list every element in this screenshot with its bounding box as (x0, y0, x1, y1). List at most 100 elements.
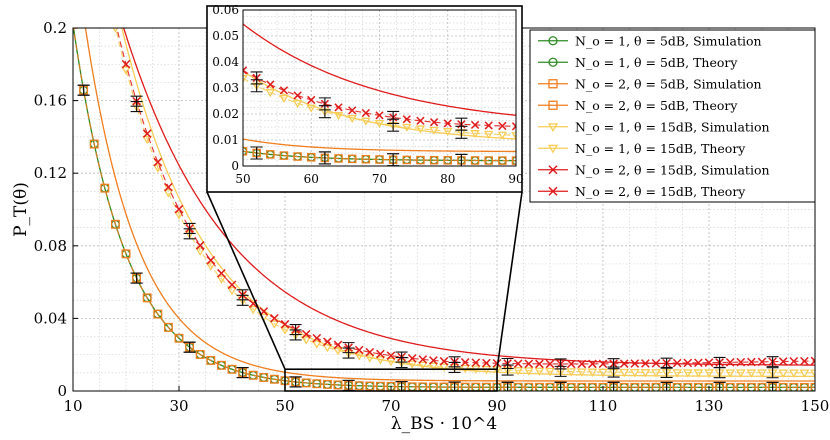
legend-entry: N_o = 2, θ = 5dB, Theory (538, 98, 738, 113)
main-series-n-o-2-5db-simulation-marker (269, 374, 279, 384)
main-error-bar (342, 342, 355, 354)
inset-series-n-o-2-15db-simulation-marker (375, 111, 384, 120)
main-series-n-o-2-15db-simulation-marker (641, 359, 650, 368)
legend-entry: N_o = 2, θ = 15dB, Simulation (538, 162, 770, 177)
main-error-bar (607, 358, 620, 370)
main-series-n-o-1-15db-simulation-marker (682, 369, 693, 378)
main-series-n-o-2-5db-simulation-marker (216, 360, 226, 370)
main-series-n-o-1-15db-simulation-marker (523, 367, 534, 376)
inset-y-tick-label: 0.06 (212, 3, 239, 17)
main-error-bar (395, 381, 408, 391)
main-series-n-o-2-5db-simulation-marker (73, 28, 78, 29)
main-series-n-o-1-15db-simulation-marker (746, 369, 757, 378)
main-series-n-o-2-5db-simulation-marker (365, 381, 375, 391)
main-series-n-o-1-15db-simulation-marker (407, 360, 418, 369)
legend-entry: N_o = 2, θ = 5dB, Simulation (538, 76, 762, 91)
main-series-n-o-2-5db-simulation-marker (333, 380, 343, 390)
inset-series-n-o-2-15db-simulation-marker (484, 121, 493, 130)
inset-series-n-o-2-5db-simulation-marker (498, 156, 507, 165)
y-tick-label: 0.08 (34, 237, 67, 255)
inset-series-n-o-2-15db-simulation-marker (293, 91, 302, 100)
main-series-n-o-1-15db-simulation-marker (651, 369, 661, 378)
main-series-n-o-1-15db-simulation-marker (587, 368, 598, 377)
main-series-n-o-2-5db-simulation-marker (587, 382, 597, 391)
inset-series-n-o-1-15db-simulation-marker (374, 119, 385, 129)
y-axis-label: P_T(θ) (11, 182, 31, 237)
inset-series-n-o-2-5db-simulation-marker (443, 156, 452, 165)
main-series-n-o-2-5db-simulation-marker (322, 379, 332, 389)
main-series-n-o-2-15db-simulation-marker (694, 358, 703, 368)
main-axes: 10 30 50 70 90 110 130 150 0 0.04 0.08 0.12 0.16 0.2 (34, 19, 830, 415)
main-error-bar (713, 356, 726, 369)
legend-label: N_o = 1, θ = 5dB, Theory (575, 55, 738, 70)
main-series-n-o-1-15db-simulation-marker (386, 357, 396, 367)
main-series-n-o-2-5db-simulation-marker (312, 379, 322, 389)
main-series-n-o-1-15db-simulation-marker (439, 363, 449, 372)
main-error-bar (77, 84, 90, 96)
inset-series-n-o-2-5db-simulation-marker (416, 155, 425, 165)
main-series-n-o-2-15db-simulation-marker (217, 268, 226, 278)
main-series-n-o-2-5db-simulation-marker (789, 382, 799, 391)
inset-series-n-o-1-15db-simulation-marker (402, 123, 412, 132)
main-error-bar (448, 356, 461, 368)
main-series-n-o-2-15db-simulation-marker (460, 357, 470, 367)
main-series-n-o-1-15db-simulation-marker (375, 356, 386, 365)
inset-series-n-o-1-15db-simulation-marker (443, 128, 453, 137)
inset-error-bar (318, 97, 331, 111)
main-series-n-o-1-15db-simulation-marker (693, 369, 704, 378)
main-series-n-o-2-5db-simulation-marker (704, 382, 714, 391)
inset-y-tick-label: 0.04 (212, 55, 239, 69)
main-series-n-o-1-15db-simulation-marker (121, 66, 131, 75)
main-error-bar (660, 357, 673, 369)
main-series-n-o-2-5db-simulation-marker (746, 382, 756, 391)
main-series-n-o-1-15db-simulation-marker (322, 343, 333, 353)
legend-marker (547, 123, 559, 133)
main-series-n-o-2-5db-simulation-marker (598, 382, 608, 391)
inset-series-n-o-2-5db-simulation-marker (306, 153, 316, 162)
main-series-n-o-2-15db-simulation-marker (386, 351, 396, 360)
main-series-n-o-1-15db-simulation-marker (428, 362, 439, 371)
inset-series-n-o-2-15db-simulation-marker (348, 106, 357, 115)
inset-series-n-o-2-5db-simulation-marker (470, 156, 480, 165)
main-series-n-o-2-15db-simulation-marker (736, 357, 746, 367)
main-series-n-o-2-15db-simulation-marker (323, 337, 332, 347)
main-error-bar (766, 367, 779, 379)
legend-label: N_o = 2, θ = 5dB, Theory (575, 98, 738, 113)
inset-series-n-o-2-15db-simulation-marker (402, 115, 411, 124)
inset-series-n-o-2-5db-simulation-marker (266, 150, 275, 159)
main-series-n-o-2-15db-simulation-marker (206, 255, 216, 265)
x-tick-label: 50 (275, 397, 294, 415)
legend-entry: N_o = 2, θ = 15dB, Theory (538, 184, 746, 199)
main-series-n-o-1-15db-simulation-marker (174, 211, 184, 220)
main-series-n-o-2-5db-simulation-marker (725, 382, 735, 391)
legend-entry: N_o = 1, θ = 5dB, Simulation (538, 33, 762, 48)
inset-x-tick-label: 50 (235, 172, 250, 186)
main-series-n-o-1-15db-simulation-marker (810, 369, 815, 378)
main-series-n-o-2-15db-simulation-marker (174, 204, 184, 214)
inset-series-n-o-2-15db-simulation-marker (443, 119, 452, 128)
inset-x-tick-label: 60 (304, 172, 319, 186)
y-tick-label: 0 (57, 382, 67, 400)
inset-series-n-o-1-15db-simulation-marker (497, 131, 508, 140)
main-series-n-o-1-15db-simulation-marker (672, 369, 683, 378)
main-series-n-o-2-15db-simulation-marker (535, 359, 544, 369)
x-tick-label: 150 (801, 397, 830, 415)
inset-error-bar (387, 110, 400, 124)
x-axis-label: λ_BS · 10^4 (391, 414, 497, 434)
main-series-n-o-1-15db-simulation-marker (248, 305, 259, 315)
x-tick-label: 10 (63, 397, 82, 415)
main-error-bar (766, 356, 779, 368)
main-series-n-o-2-5db-simulation-marker (89, 139, 99, 149)
main-series-n-o-1-15db-simulation-marker (163, 189, 174, 198)
x-tick-label: 30 (169, 397, 188, 415)
legend-label: N_o = 2, θ = 15dB, Theory (575, 184, 746, 199)
main-series-n-o-2-15db-simulation-marker (280, 319, 290, 329)
main-series-n-o-2-15db-simulation-marker (482, 358, 491, 368)
main-series-n-o-2-15db-simulation-marker (747, 357, 756, 367)
inset-series-n-o-2-15db-simulation-marker (498, 121, 507, 131)
inset-series-n-o-2-15db-simulation-marker (511, 122, 516, 131)
inset-x-tick-label: 70 (372, 172, 387, 186)
main-series-n-o-2-15db-simulation-marker (566, 359, 576, 369)
main-series-n-o-1-15db-simulation-marker (788, 369, 799, 378)
main-series-n-o-2-15db-simulation-marker (418, 355, 428, 364)
